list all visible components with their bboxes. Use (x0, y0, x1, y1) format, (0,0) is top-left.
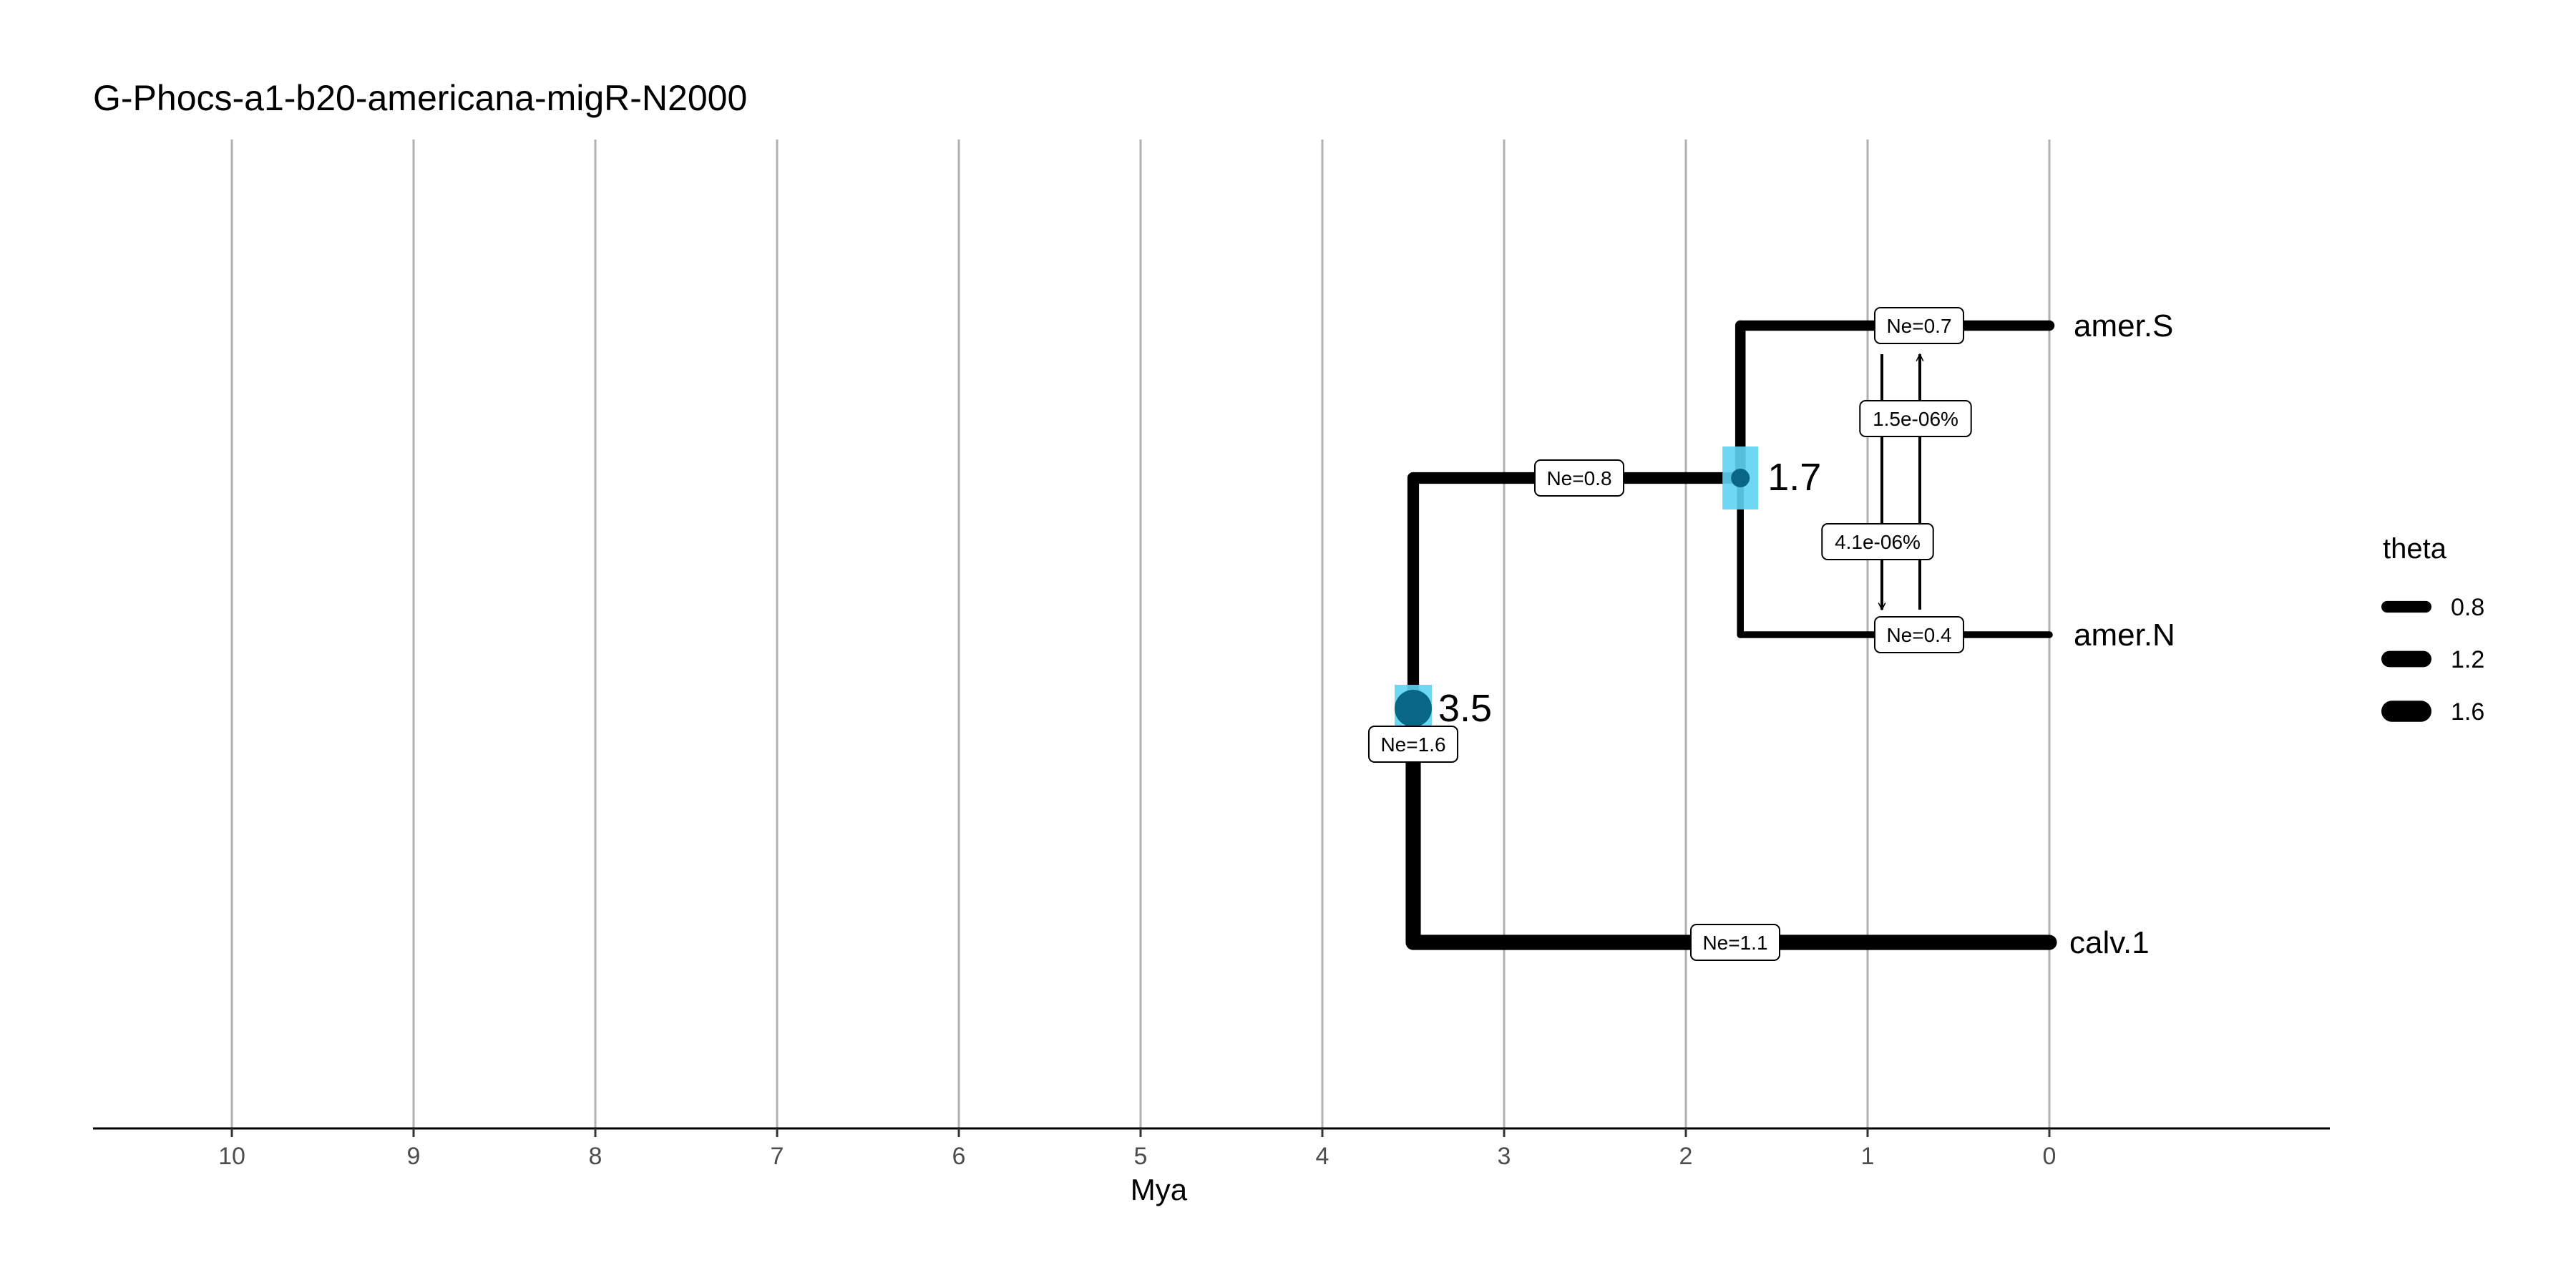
ne-label-amer-n: Ne=0.4 (1886, 624, 1951, 646)
node-age-label: 3.5 (1438, 687, 1492, 730)
x-tick-label: 3 (1498, 1143, 1511, 1170)
legend-label: 1.6 (2451, 698, 2484, 726)
x-tick-label: 8 (589, 1143, 602, 1170)
legend-title: theta (2383, 533, 2447, 565)
tip-label: amer.N (2074, 618, 2175, 653)
x-tick-label: 2 (1679, 1143, 1693, 1170)
ne-label-amer-n-box (1873, 616, 1965, 653)
tip-label: amer.S (2074, 308, 2173, 343)
nodes (1395, 447, 1759, 732)
migration-rate-n-to-s-box (1859, 400, 1972, 437)
ne-label-node-3-5-box (1367, 726, 1459, 763)
migration-arrows (1882, 354, 1920, 610)
legend-label: 1.2 (2451, 646, 2484, 673)
node-age-label: 1.7 (1767, 456, 1821, 499)
x-axis-title: Mya (1131, 1173, 1188, 1206)
x-tick-label: 10 (218, 1143, 245, 1170)
legend: theta 0.8 1.2 1.6 (2381, 533, 2484, 726)
ne-label-node-1-7-box (1533, 459, 1625, 497)
x-tick-label: 1 (1861, 1143, 1875, 1170)
migration-rate-n-to-s: 1.5e-06% (1873, 408, 1958, 430)
node-1-7-point (1731, 469, 1750, 487)
x-tick-label: 4 (1316, 1143, 1330, 1170)
migration-rate-s-to-n: 4.1e-06% (1835, 531, 1921, 553)
chart-title: G-Phocs-a1-b20-americana-migR-N2000 (93, 78, 748, 118)
x-tick-label: 0 (2043, 1143, 2057, 1170)
ne-label-amer-s: Ne=0.7 (1886, 315, 1951, 337)
migration-rate-s-to-n-box (1821, 523, 1934, 560)
legend-label: 0.8 (2451, 594, 2484, 621)
ne-label-node-3-5: Ne=1.6 (1380, 733, 1445, 756)
ne-label-amer-s-box (1873, 307, 1965, 344)
x-tick-label: 6 (952, 1143, 966, 1170)
node-3-5-point (1395, 690, 1432, 727)
ne-label-calv-1: Ne=1.1 (1702, 932, 1767, 954)
tip-label: calv.1 (2069, 925, 2150, 960)
x-tick-label: 5 (1134, 1143, 1148, 1170)
labels: 1.7 3.5 amer.S amer.N calv.1 Ne=0.7 Ne=0.4 Ne=1… (1367, 307, 2175, 961)
x-tick-label: 7 (771, 1143, 784, 1170)
x-tick-label: 9 (407, 1143, 421, 1170)
ne-label-node-1-7: Ne=0.8 (1546, 467, 1611, 489)
ne-label-calv-1-box (1689, 924, 1781, 961)
